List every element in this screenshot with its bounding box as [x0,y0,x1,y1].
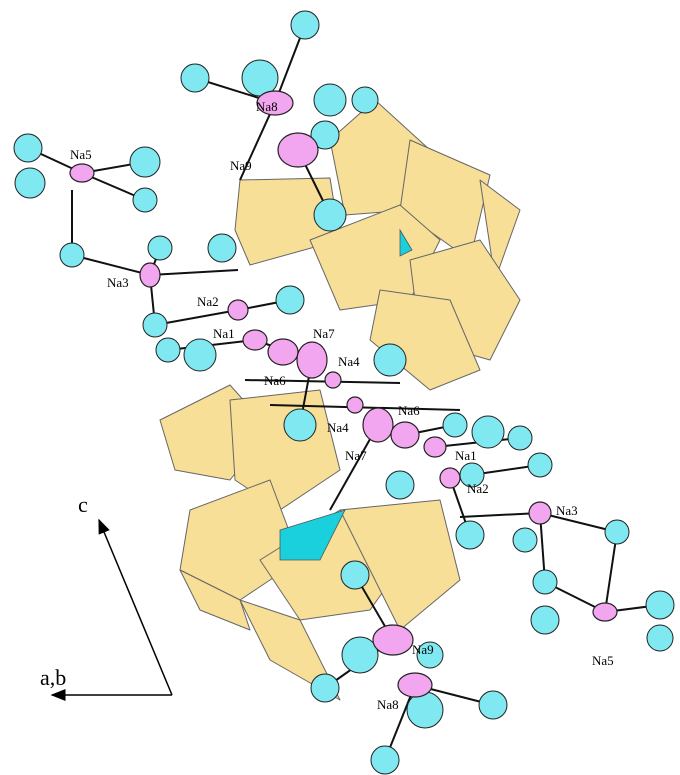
atom-label: Na2 [467,481,489,496]
atom-label: Na7 [345,448,367,463]
axis-label: a,b [40,665,66,690]
atom-label: Na1 [213,326,235,341]
atom-label: Na4 [327,420,349,435]
atom-label: Na8 [256,99,278,114]
atom-label: Na5 [592,653,614,668]
atom-label: Na2 [197,294,219,309]
atoms [14,11,674,774]
structure-diagram: Na8 Na5 Na9 Na3 Na2 Na1 Na7 Na4 Na6 Na6 … [0,0,680,775]
atom-label: Na9 [412,642,434,657]
axes: c a,b [40,492,172,695]
atom-label: Na1 [455,448,477,463]
atom-label: Na6 [398,403,420,418]
atom-label: Na6 [264,373,286,388]
polyhedra [160,100,520,700]
atom-label: Na8 [377,697,399,712]
atom-label: Na7 [313,326,335,341]
atom-label: Na4 [338,354,360,369]
atom-label: Na3 [556,503,578,518]
axis-arrow [99,520,172,695]
atom-label: Na3 [107,275,129,290]
atom-label: Na5 [70,147,92,162]
axis-label: c [78,492,88,517]
atom-label: Na9 [230,158,252,173]
